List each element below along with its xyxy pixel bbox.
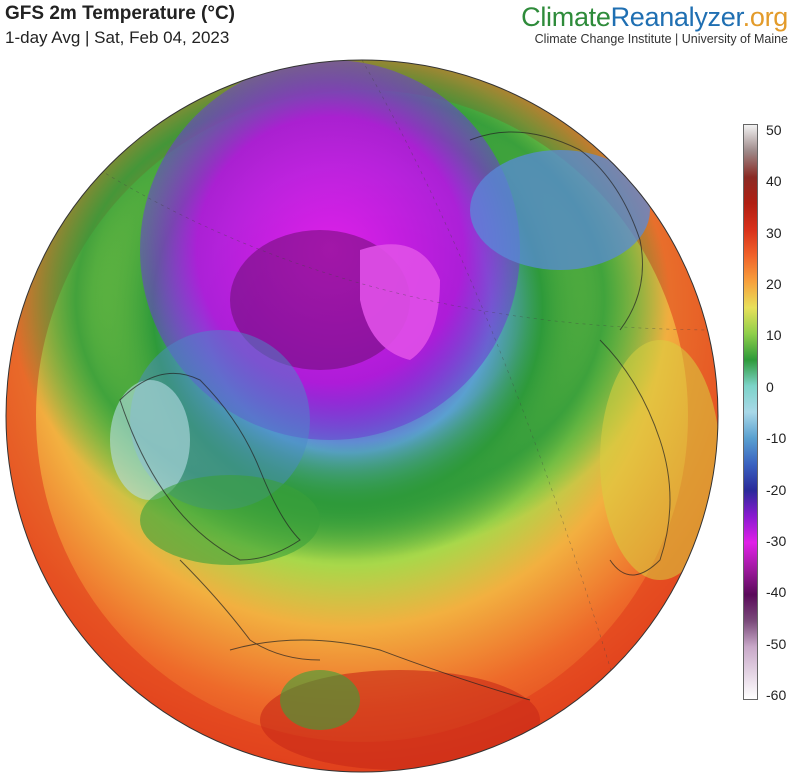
brand-logo[interactable]: ClimateReanalyzer.org — [521, 2, 788, 33]
colorbar-tick-label: 30 — [766, 224, 782, 241]
colorbar-tick-label: -60 — [766, 687, 787, 703]
brand-part-reanalyzer: Reanalyzer — [610, 2, 743, 32]
colorbar-tick-label: 40 — [766, 173, 782, 190]
temperature-colorbar — [743, 124, 758, 700]
colorbar-tick-label: -50 — [766, 635, 787, 652]
colorbar-tick-label: 0 — [766, 378, 774, 395]
colorbar-tick-label: -10 — [766, 430, 787, 447]
colorbar-tick-label: 20 — [766, 276, 782, 293]
map-subtitle: 1-day Avg | Sat, Feb 04, 2023 — [5, 28, 230, 47]
colorbar-tick-label: -40 — [766, 584, 787, 601]
colorbar-tick-label: 10 — [766, 327, 782, 344]
brand-part-org: .org — [742, 2, 789, 32]
brand-subtitle: Climate Change Institute | University of… — [534, 32, 788, 46]
colorbar-tick-label: -20 — [766, 481, 787, 498]
colorbar-tick-label: 50 — [766, 122, 782, 138]
map-title: GFS 2m Temperature (°C) — [5, 3, 236, 24]
brand-part-climate: Climate — [521, 2, 611, 32]
colorbar-tick-label: -30 — [766, 532, 787, 549]
